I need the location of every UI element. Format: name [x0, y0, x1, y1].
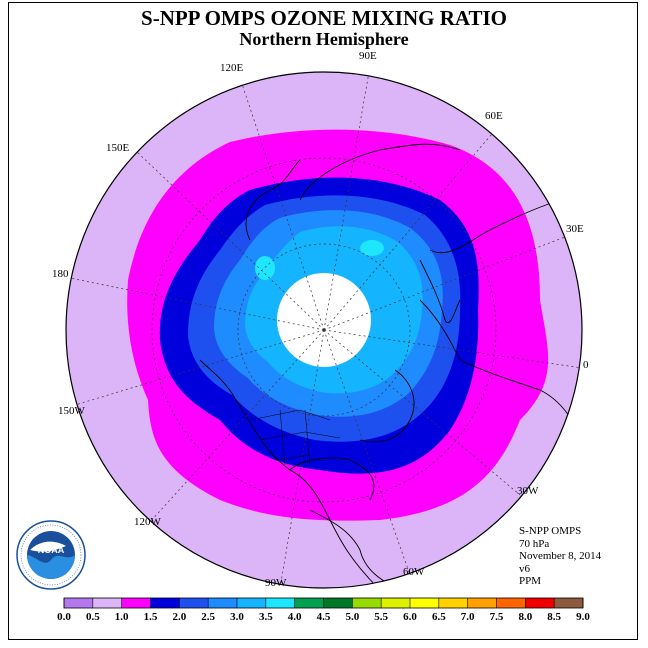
colorbar-tick-label: 0.5 — [86, 611, 100, 623]
polar-night — [277, 273, 371, 367]
colorbar-swatch — [323, 598, 353, 608]
colorbar-swatch — [208, 598, 238, 608]
colorbar-tick-label: 6.0 — [403, 611, 417, 623]
lon-label-0: 0 — [583, 359, 589, 371]
info-date: November 8, 2014 — [519, 550, 602, 562]
lon-label-150e: 150E — [106, 142, 130, 154]
coastlines — [199, 143, 581, 588]
contour-3-5-b — [360, 240, 384, 256]
lon-label-120e: 120E — [220, 62, 244, 74]
lon-label-180: 180 — [52, 268, 69, 280]
colorbar-swatch — [554, 598, 584, 608]
colorbar-tick-label: 8.0 — [518, 611, 532, 623]
colorbar-tick-label: 0.0 — [57, 611, 71, 623]
lon-label-60w: 60W — [403, 566, 425, 578]
colorbar-swatch — [525, 598, 555, 608]
map-border — [65, 71, 583, 589]
lon-label-90e: 90E — [359, 50, 377, 62]
lon-label-150w: 150W — [58, 405, 85, 417]
graticule — [69, 72, 582, 588]
lon-label-60e: 60E — [485, 110, 503, 122]
colorbar-tick-label: 4.0 — [288, 611, 302, 623]
colorbar-tick-label: 4.5 — [317, 611, 331, 623]
colorbar-swatch — [410, 598, 440, 608]
info-version: v6 — [519, 562, 530, 575]
colorbar-swatch — [438, 598, 469, 608]
lon-label-120w: 120W — [134, 516, 161, 528]
colorbar-swatch — [64, 598, 94, 608]
colorbar-swatch — [381, 598, 411, 608]
lon-label-30w: 30W — [517, 485, 539, 497]
colorbar-swatch — [467, 598, 497, 608]
colorbar-tick-label: 7.0 — [461, 611, 475, 623]
colorbar-tick-label: 3.0 — [230, 611, 244, 623]
state-borders — [249, 409, 341, 466]
map-subtitle: Northern Hemisphere — [239, 29, 409, 49]
info-units: PPM — [519, 575, 542, 587]
colorbar-swatch — [265, 598, 296, 608]
colorbar-tick-label: 1.0 — [115, 611, 129, 623]
noaa-logo-icon: NOAA — [16, 520, 86, 590]
colorbar-tick-label: 2.0 — [172, 611, 186, 623]
colorbar-tick-label: 5.5 — [374, 611, 388, 623]
colorbar-swatch — [352, 598, 382, 608]
colorbar-swatch — [237, 598, 267, 608]
colorbar-tick-label: 9.0 — [576, 611, 590, 623]
lon-label-90w: 90W — [265, 577, 287, 589]
map-title: S-NPP OMPS OZONE MIXING RATIO — [141, 6, 507, 30]
contour-3-5-a — [255, 256, 275, 280]
colorbar-swatch — [121, 598, 151, 608]
colorbar-tick-label: 8.5 — [547, 611, 561, 623]
info-level: 70 hPa — [519, 537, 550, 550]
plot-frame — [8, 2, 638, 640]
info-instrument: S-NPP OMPS — [519, 525, 582, 537]
lon-label-30e: 30E — [566, 223, 584, 235]
colorbar-tick-label: 6.5 — [432, 611, 446, 623]
colorbar-swatch — [150, 598, 180, 608]
noaa-logo-text: NOAA — [38, 545, 65, 555]
colorbar-swatch — [179, 598, 209, 608]
colorbar-swatch — [294, 598, 324, 608]
colorbar-tick-label: 5.0 — [345, 611, 359, 623]
colorbar-tick-label: 7.5 — [490, 611, 504, 623]
colorbar-swatch — [92, 598, 123, 608]
colorbar-swatch — [496, 598, 526, 608]
colorbar-tick-label: 3.5 — [259, 611, 273, 623]
info-block: S-NPP OMPS 70 hPa November 8, 2014 v6 PP… — [519, 525, 601, 588]
colorbar-tick-label: 1.5 — [144, 611, 158, 623]
colorbar-tick-label: 2.5 — [201, 611, 215, 623]
